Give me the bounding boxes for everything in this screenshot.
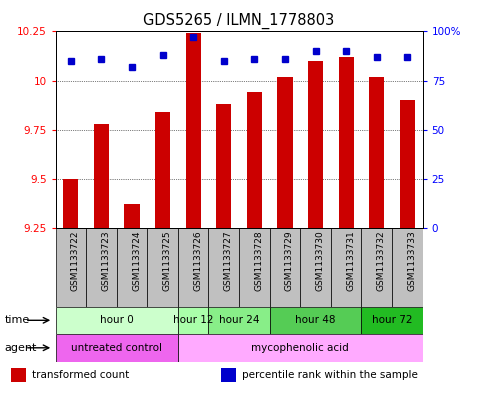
Text: GSM1133731: GSM1133731: [346, 230, 355, 291]
Bar: [56, 228, 86, 307]
Bar: [361, 307, 423, 334]
Text: hour 72: hour 72: [372, 315, 412, 325]
Title: GDS5265 / ILMN_1778803: GDS5265 / ILMN_1778803: [143, 13, 335, 29]
Bar: [125, 204, 140, 228]
Bar: [56, 307, 178, 334]
Bar: [277, 77, 293, 228]
Bar: [178, 307, 209, 334]
Bar: [221, 369, 236, 382]
Text: hour 12: hour 12: [173, 315, 213, 325]
Bar: [308, 61, 323, 228]
Bar: [86, 228, 117, 307]
Text: hour 0: hour 0: [100, 315, 134, 325]
Bar: [178, 334, 423, 362]
Text: untreated control: untreated control: [71, 343, 162, 353]
Bar: [361, 228, 392, 307]
Bar: [147, 228, 178, 307]
Bar: [117, 228, 147, 307]
Text: percentile rank within the sample: percentile rank within the sample: [242, 370, 418, 380]
Text: transformed count: transformed count: [32, 370, 129, 380]
Bar: [400, 100, 415, 228]
Bar: [392, 228, 423, 307]
Text: GSM1133722: GSM1133722: [71, 230, 80, 291]
Text: GSM1133727: GSM1133727: [224, 230, 233, 291]
Text: GSM1133725: GSM1133725: [163, 230, 171, 291]
Bar: [178, 228, 209, 307]
Bar: [239, 228, 270, 307]
Text: GSM1133724: GSM1133724: [132, 230, 141, 291]
Text: GSM1133732: GSM1133732: [377, 230, 386, 291]
Text: mycophenolic acid: mycophenolic acid: [251, 343, 349, 353]
Text: hour 48: hour 48: [295, 315, 336, 325]
Bar: [369, 77, 384, 228]
Bar: [339, 57, 354, 228]
Bar: [270, 228, 300, 307]
Bar: [300, 228, 331, 307]
Bar: [216, 104, 231, 228]
Bar: [247, 92, 262, 228]
Text: GSM1133723: GSM1133723: [101, 230, 111, 291]
Bar: [270, 307, 361, 334]
Text: GSM1133729: GSM1133729: [285, 230, 294, 291]
Bar: [11, 369, 26, 382]
Bar: [155, 112, 170, 228]
Bar: [63, 179, 78, 228]
Text: GSM1133726: GSM1133726: [193, 230, 202, 291]
Text: hour 24: hour 24: [219, 315, 259, 325]
Bar: [56, 334, 178, 362]
Text: GSM1133728: GSM1133728: [255, 230, 263, 291]
Bar: [209, 307, 270, 334]
Bar: [331, 228, 361, 307]
Text: agent: agent: [5, 343, 37, 353]
Text: time: time: [5, 315, 30, 325]
Text: GSM1133730: GSM1133730: [315, 230, 325, 291]
Text: GSM1133733: GSM1133733: [407, 230, 416, 291]
Bar: [94, 124, 109, 228]
Bar: [185, 33, 201, 228]
Bar: [209, 228, 239, 307]
